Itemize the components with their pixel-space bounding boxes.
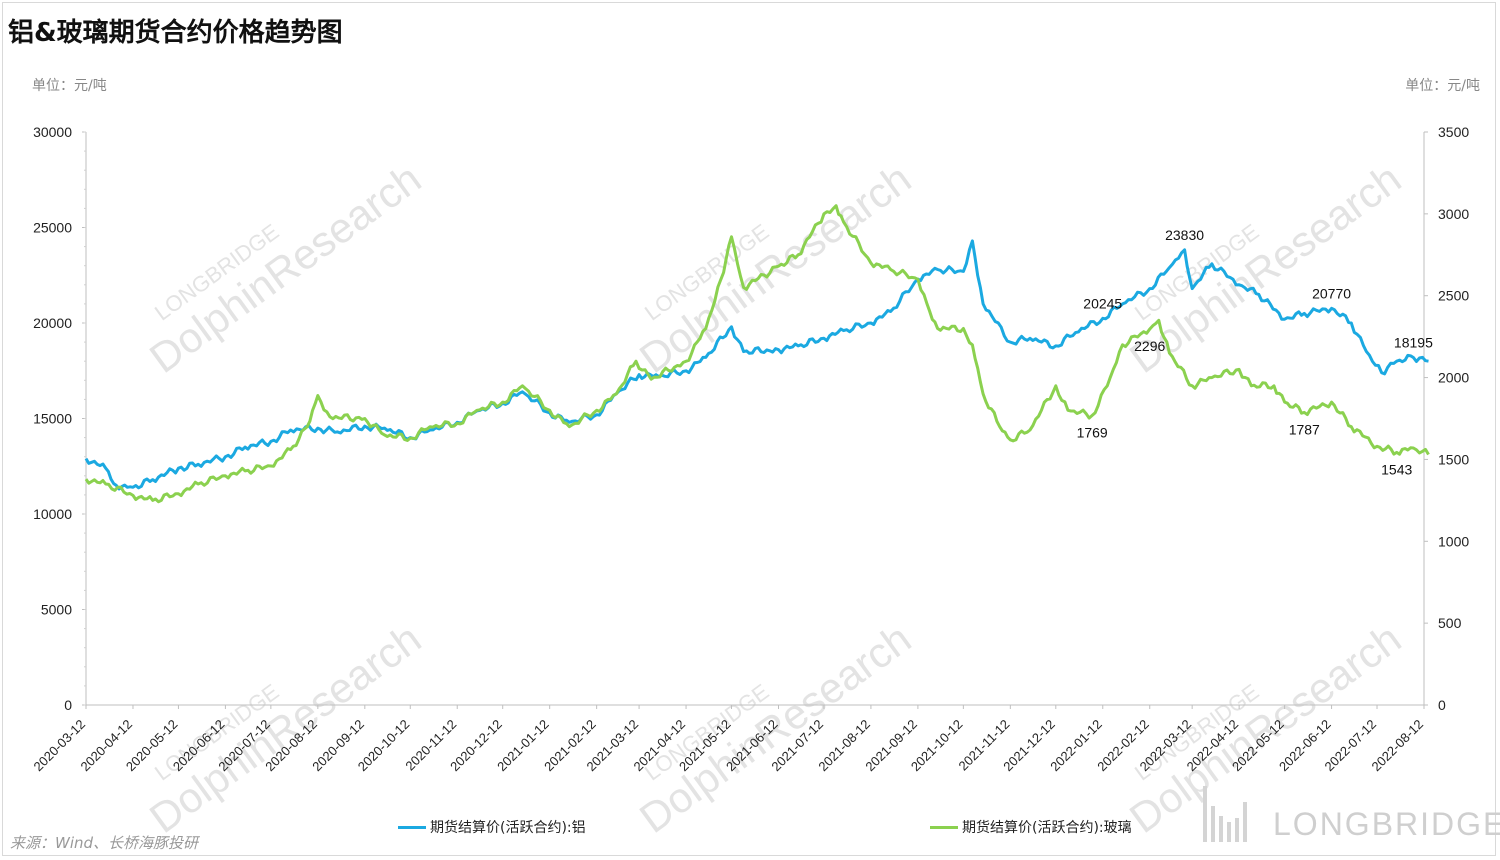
legend-swatch-aluminum [398,826,426,829]
data-label: 2296 [1134,338,1165,354]
legend-label-aluminum: 期货结算价(活跃合约):铝 [430,820,586,836]
glass-series-line [84,204,1430,504]
chart-title: 铝&玻璃期货合约价格趋势图 [8,18,343,48]
left-tick-label: 10000 [33,506,72,522]
data-label: 1769 [1077,424,1108,440]
brand-name: LONGBRIDGE [1273,806,1500,842]
brand-logo: LONGBRIDGE [1195,778,1500,848]
data-label: 23830 [1165,227,1204,243]
right-axis-unit: 单位：元/吨 [1405,78,1480,94]
left-tick-label: 30000 [33,124,72,140]
brand-bars-icon [1203,786,1247,842]
watermark-line-2: DolphinResearch [141,155,429,382]
right-tick-label: 2000 [1438,370,1469,386]
left-tick-label: 25000 [33,220,72,236]
left-tick-label: 15000 [33,411,72,427]
series-lines [84,204,1430,504]
left-tick-label: 20000 [33,315,72,331]
left-tick-label: 5000 [41,602,72,618]
left-tick-label: 0 [64,697,72,713]
data-label: 20245 [1083,295,1122,311]
left-axis-unit: 单位：元/吨 [32,78,107,94]
legend-label-glass: 期货结算价(活跃合约):玻璃 [962,820,1132,836]
legend-swatch-glass [930,826,958,829]
right-tick-label: 3500 [1438,124,1469,140]
data-label: 1787 [1289,421,1320,437]
right-tick-label: 1500 [1438,451,1469,467]
right-tick-label: 1000 [1438,533,1469,549]
data-label: 18195 [1394,334,1433,350]
watermark-line-2: DolphinResearch [141,615,429,842]
source-note: 来源：Wind、长桥海豚投研 [10,834,199,852]
right-tick-label: 500 [1438,615,1462,631]
data-label: 1543 [1381,461,1412,477]
data-label: 20770 [1312,285,1351,301]
data-labels: 20245 23830 20770 18195 1769 2296 1787 1543 [1077,227,1433,478]
right-tick-label: 0 [1438,697,1446,713]
right-tick-label: 3000 [1438,206,1469,222]
right-tick-label: 2500 [1438,288,1469,304]
